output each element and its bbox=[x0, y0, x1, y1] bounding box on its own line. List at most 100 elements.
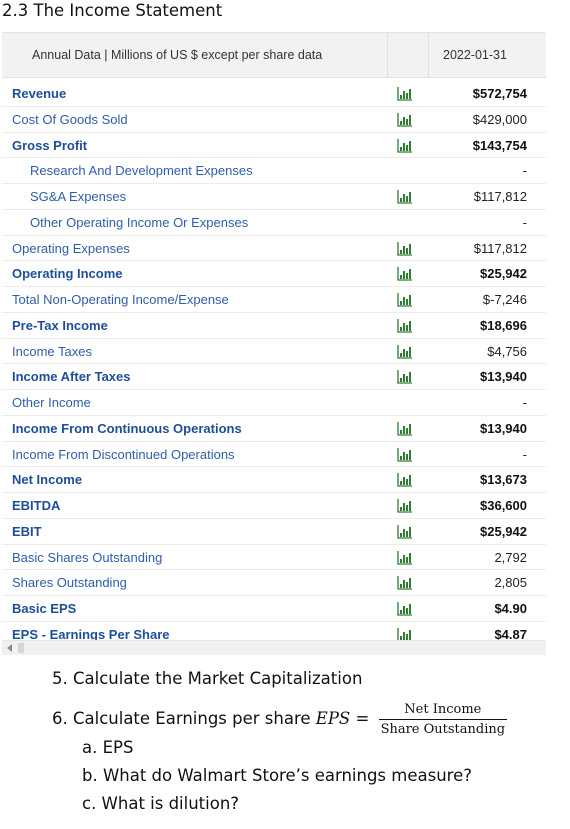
table-row: Pre-Tax Income $18,696 bbox=[2, 313, 546, 339]
row-label[interactable]: Cost Of Goods Sold bbox=[12, 111, 128, 127]
row-label[interactable]: Income Taxes bbox=[12, 343, 92, 359]
bar-chart-icon[interactable] bbox=[397, 241, 413, 256]
horizontal-scrollbar[interactable] bbox=[2, 640, 546, 655]
row-value: $13,673 bbox=[480, 472, 527, 488]
table-row: Operating Expenses $117,812 bbox=[2, 236, 546, 262]
bar-chart-icon[interactable] bbox=[397, 189, 413, 204]
table-row: EBIT $25,942 bbox=[2, 519, 546, 545]
row-label[interactable]: Other Operating Income Or Expenses bbox=[30, 214, 249, 230]
table-row: Income From Discontinued Operations - bbox=[2, 442, 546, 468]
row-label[interactable]: Gross Profit bbox=[12, 137, 88, 153]
header-label: Annual Data | Millions of US $ except pe… bbox=[32, 48, 323, 62]
table-row: Other Income - bbox=[2, 390, 546, 416]
bar-chart-icon[interactable] bbox=[397, 421, 413, 436]
row-label[interactable]: EPS - Earnings Per Share bbox=[12, 626, 170, 642]
row-value: 2,792 bbox=[494, 549, 527, 565]
bar-chart-icon[interactable] bbox=[397, 292, 413, 307]
row-label[interactable]: Revenue bbox=[12, 86, 67, 101]
row-label[interactable]: Basic EPS bbox=[12, 601, 77, 616]
table-row: Income After Taxes $13,940 bbox=[2, 364, 546, 390]
table-row: Operating Income $25,942 bbox=[2, 261, 546, 287]
table-row: Income From Continuous Operations $13,940 bbox=[2, 416, 546, 442]
row-value: $117,812 bbox=[473, 240, 527, 256]
row-label[interactable]: Research And Development Expenses bbox=[30, 163, 253, 179]
table-row: EBITDA $36,600 bbox=[2, 493, 546, 519]
row-value: $143,754 bbox=[472, 137, 527, 153]
row-label[interactable]: Operating Expenses bbox=[12, 240, 130, 256]
bar-chart-icon[interactable] bbox=[397, 112, 413, 127]
bar-chart-icon[interactable] bbox=[397, 498, 413, 513]
row-value: $18,696 bbox=[480, 317, 527, 333]
table-row: Income Taxes $4,756 bbox=[2, 339, 546, 365]
row-value: $-7,246 bbox=[482, 292, 527, 307]
row-label[interactable]: Income From Continuous Operations bbox=[12, 420, 242, 436]
table-row: Total Non-Operating Income/Expense $-7,24… bbox=[2, 287, 546, 313]
income-statement-table: Annual Data | Millions of US $ except pe… bbox=[2, 32, 546, 648]
table-header: Annual Data | Millions of US $ except pe… bbox=[2, 32, 546, 78]
bar-chart-icon[interactable] bbox=[397, 472, 413, 487]
row-value: - bbox=[522, 395, 527, 410]
row-value: $572,754 bbox=[472, 86, 527, 101]
table-row: Gross Profit $143,754 bbox=[2, 133, 546, 159]
bar-chart-icon[interactable] bbox=[397, 601, 413, 616]
row-value: $36,600 bbox=[480, 498, 527, 513]
table-row: Cost Of Goods Sold $429,000 bbox=[2, 107, 546, 133]
row-value: $4,756 bbox=[487, 343, 527, 359]
question-6: 6. Calculate Earnings per share EPS = Ne… bbox=[52, 702, 508, 737]
header-date: 2022-01-31 bbox=[443, 48, 507, 62]
table-row: Net Income $13,673 bbox=[2, 467, 546, 493]
table-row: SG&A Expenses $117,812 bbox=[2, 184, 546, 210]
table-row: Revenue $572,754 bbox=[2, 81, 546, 107]
bar-chart-icon[interactable] bbox=[397, 318, 413, 333]
eps-variable: EPS bbox=[315, 709, 351, 728]
row-value: - bbox=[522, 446, 527, 462]
bar-chart-icon[interactable] bbox=[397, 344, 413, 359]
row-value: $25,942 bbox=[480, 523, 527, 539]
fraction-denominator: Share Outstanding bbox=[380, 722, 506, 737]
row-label[interactable]: Basic Shares Outstanding bbox=[12, 549, 163, 565]
row-label[interactable]: Net Income bbox=[12, 472, 83, 488]
row-value: $25,942 bbox=[480, 266, 527, 282]
section-title: 2.3 The Income Statement bbox=[2, 1, 223, 20]
eps-fraction: Net Income Share Outstanding bbox=[378, 702, 508, 737]
question-6c: c. What is dilution? bbox=[82, 794, 240, 813]
row-value: $13,940 bbox=[480, 420, 527, 436]
row-label[interactable]: Other Income bbox=[12, 395, 91, 410]
row-label[interactable]: Total Non-Operating Income/Expense bbox=[12, 292, 229, 307]
bar-chart-icon[interactable] bbox=[397, 575, 413, 590]
table-body: Revenue $572,754 Cost Of Goods Sold $429,00… bbox=[2, 81, 546, 648]
row-label[interactable]: Income After Taxes bbox=[12, 369, 131, 385]
row-label[interactable]: Income From Discontinued Operations bbox=[12, 446, 235, 462]
bar-chart-icon[interactable] bbox=[397, 447, 413, 462]
row-label[interactable]: Operating Income bbox=[12, 266, 123, 282]
bar-chart-icon[interactable] bbox=[397, 86, 413, 101]
header-divider bbox=[428, 33, 429, 77]
scroll-thumb[interactable] bbox=[18, 643, 24, 653]
bar-chart-icon[interactable] bbox=[397, 266, 413, 281]
row-label[interactable]: Shares Outstanding bbox=[12, 575, 127, 591]
row-value: $13,940 bbox=[480, 369, 527, 385]
question-5: 5. Calculate the Market Capitalization bbox=[52, 669, 363, 688]
row-label[interactable]: SG&A Expenses bbox=[30, 189, 127, 204]
row-value: - bbox=[522, 214, 527, 230]
scroll-left-arrow-icon[interactable] bbox=[7, 644, 12, 652]
header-divider bbox=[387, 33, 388, 77]
question-6b: b. What do Walmart Store’s earnings meas… bbox=[82, 766, 472, 785]
bar-chart-icon[interactable] bbox=[397, 138, 413, 153]
bar-chart-icon[interactable] bbox=[397, 550, 413, 565]
bar-chart-icon[interactable] bbox=[397, 524, 413, 539]
equals-sign: = bbox=[355, 709, 370, 728]
table-row: Research And Development Expenses - bbox=[2, 158, 546, 184]
row-label[interactable]: EBITDA bbox=[12, 498, 61, 513]
row-label[interactable]: EBIT bbox=[12, 523, 42, 539]
row-label[interactable]: Pre-Tax Income bbox=[12, 317, 108, 333]
row-value: - bbox=[522, 163, 527, 179]
eps-formula: EPS = Net Income Share Outstanding bbox=[315, 702, 508, 737]
bar-chart-icon[interactable] bbox=[397, 369, 413, 384]
fraction-numerator: Net Income bbox=[378, 702, 508, 720]
row-value: $4.90 bbox=[494, 601, 527, 616]
question-6-text: 6. Calculate Earnings per share bbox=[52, 709, 311, 728]
row-value: 2,805 bbox=[494, 575, 527, 591]
table-row: Basic EPS $4.90 bbox=[2, 596, 546, 622]
table-row: Other Operating Income Or Expenses - bbox=[2, 210, 546, 236]
